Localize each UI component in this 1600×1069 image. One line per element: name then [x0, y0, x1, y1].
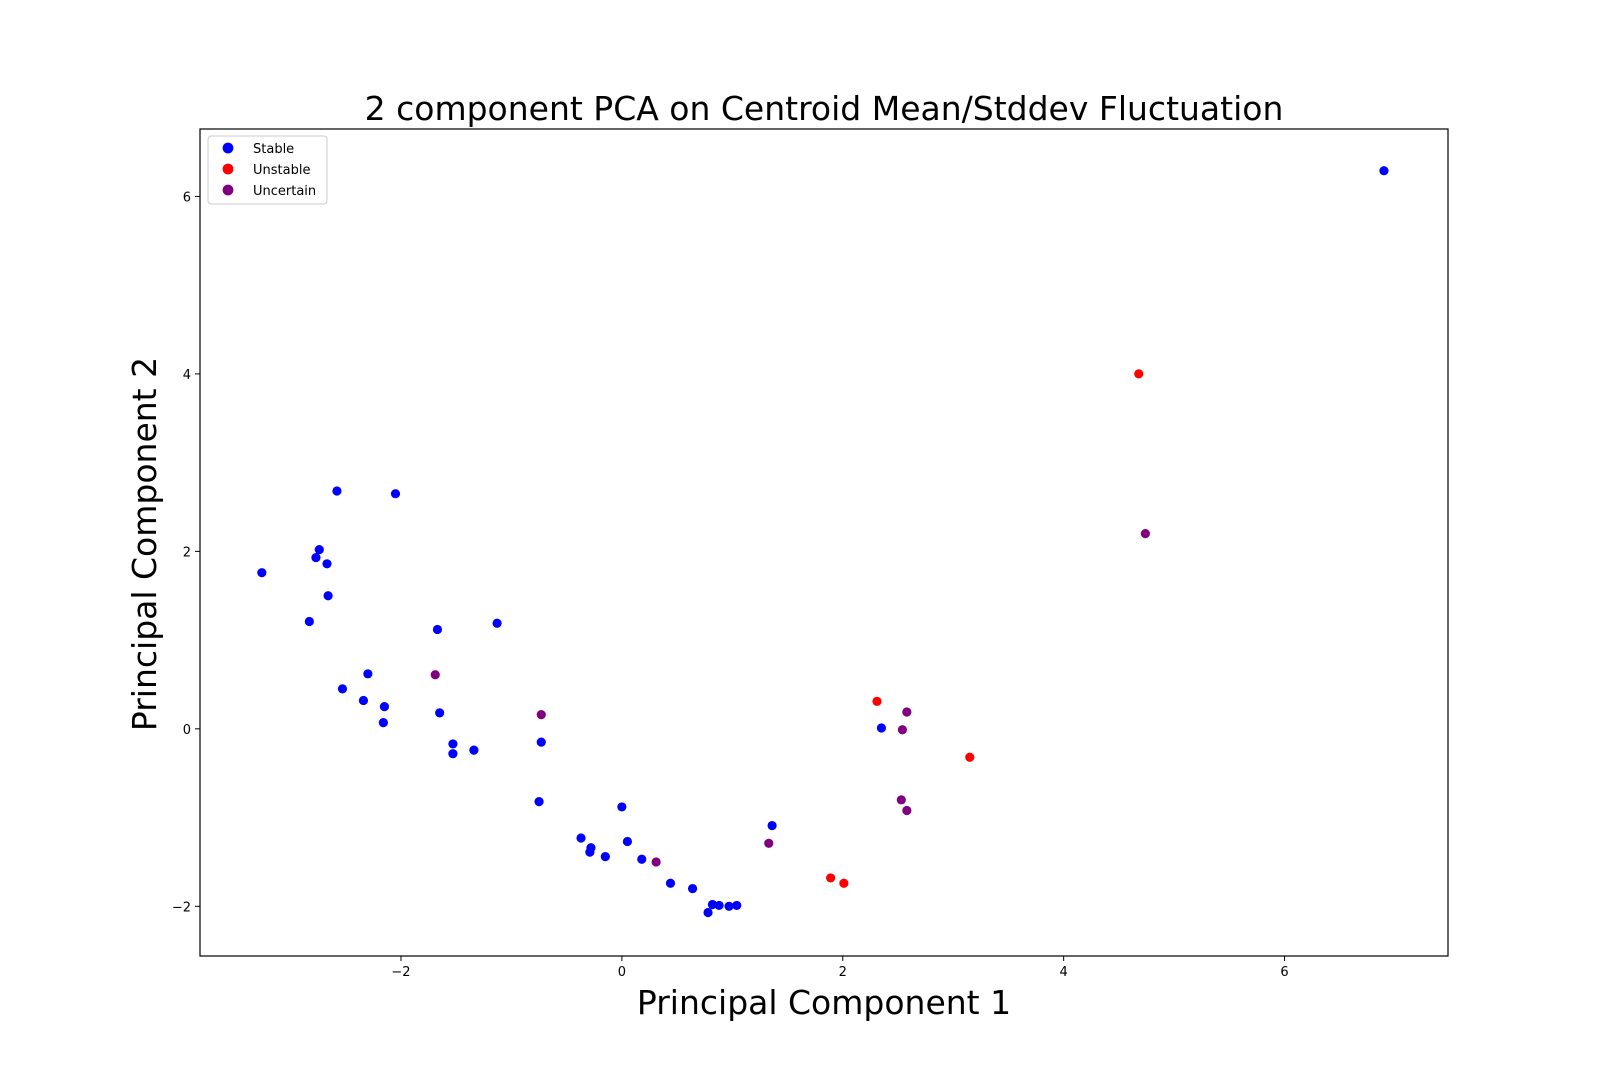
data-point: [902, 805, 912, 816]
data-point: [311, 552, 321, 563]
data-point: [304, 616, 314, 627]
data-point: [896, 795, 906, 805]
data-points: [257, 166, 1389, 918]
data-point: [257, 568, 267, 578]
chart-title: 2 component PCA on Centroid Mean/Stddev …: [365, 89, 1284, 128]
series-unstable: [826, 369, 1144, 888]
data-point: [600, 852, 610, 862]
x-tick-label: 4: [1060, 965, 1068, 980]
data-point: [724, 901, 734, 911]
data-point: [534, 797, 544, 807]
legend-frame: [207, 135, 328, 205]
y-tick-label: 6: [183, 190, 191, 205]
data-point: [839, 878, 849, 888]
legend-label: Unstable: [253, 163, 310, 178]
x-tick-label: 0: [618, 965, 626, 980]
plot-area: [199, 128, 1449, 957]
data-point: [1379, 166, 1389, 176]
data-point: [872, 696, 882, 706]
x-axis: −2 0 2 4 6: [391, 956, 1289, 980]
data-point: [314, 544, 324, 555]
data-point: [876, 723, 887, 733]
y-tick-label: 4: [183, 368, 191, 383]
data-point: [1140, 529, 1150, 539]
data-point: [448, 739, 458, 749]
data-point: [622, 836, 633, 847]
data-point: [764, 838, 774, 848]
data-point: [323, 591, 333, 601]
data-point: [637, 854, 647, 864]
data-point: [714, 900, 724, 911]
data-point: [687, 883, 698, 894]
series-stable: [257, 166, 1389, 918]
legend-marker: [222, 184, 234, 196]
data-point: [378, 718, 388, 728]
y-axis: −2 0 2 4 6: [172, 190, 200, 915]
data-point: [448, 749, 458, 759]
data-point: [363, 669, 373, 679]
legend-marker: [222, 142, 234, 154]
y-tick-label: 2: [183, 545, 191, 560]
data-point: [536, 737, 546, 747]
data-point: [732, 900, 742, 911]
data-point: [767, 820, 777, 831]
data-point: [322, 559, 332, 569]
x-tick-label: −2: [391, 965, 410, 980]
data-point: [390, 489, 401, 499]
data-point: [337, 684, 348, 694]
data-point: [826, 873, 836, 883]
data-point: [435, 708, 445, 718]
data-point: [703, 907, 713, 918]
data-point: [665, 878, 676, 888]
data-point: [358, 695, 369, 706]
y-tick-label: −2: [172, 900, 191, 915]
data-point: [379, 702, 390, 712]
data-point: [617, 802, 627, 812]
data-point: [585, 847, 595, 857]
data-point: [576, 833, 586, 843]
data-point: [1134, 369, 1144, 379]
data-point: [897, 725, 908, 735]
y-tick-label: 0: [183, 723, 191, 738]
legend-label: Stable: [253, 142, 294, 157]
legend-marker: [222, 163, 234, 175]
data-point: [430, 670, 440, 680]
x-axis-label: Principal Component 1: [637, 983, 1011, 1022]
data-point: [432, 624, 443, 635]
plot-frame: [199, 128, 1449, 957]
x-tick-label: 6: [1280, 965, 1288, 980]
data-point: [492, 618, 502, 628]
legend: Stable Unstable Uncertain: [207, 135, 328, 205]
y-axis-label: Principal Component 2: [125, 357, 164, 731]
data-point: [332, 486, 342, 496]
legend-label: Uncertain: [253, 184, 316, 199]
series-uncertain: [430, 529, 1150, 867]
data-point: [651, 857, 661, 867]
x-tick-label: 2: [839, 965, 847, 980]
data-point: [536, 710, 546, 720]
data-point: [902, 707, 912, 717]
data-point: [469, 745, 479, 755]
data-point: [965, 752, 975, 762]
